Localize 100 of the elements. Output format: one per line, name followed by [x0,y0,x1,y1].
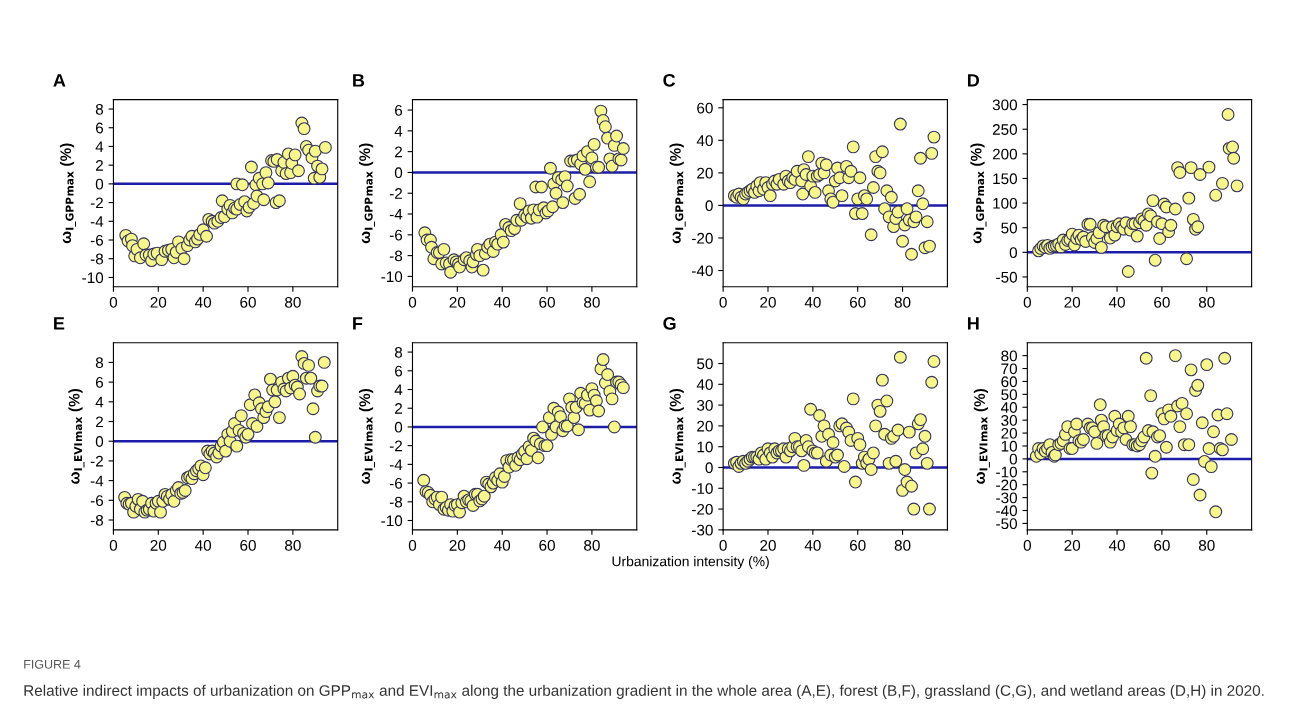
y-axis-title: ω$_{I_GPPmax}$ (%) [669,143,686,244]
y-tick-label: 250 [992,124,1018,135]
y-tick-label: 70 [1001,363,1018,375]
x-tick-label: 0 [408,296,417,308]
x-tick-label: 20 [1064,296,1081,308]
x-tick-label: 0 [719,539,727,551]
y-tick-label: -50 [996,518,1018,530]
y-tick-label: -10 [996,466,1018,478]
y-tick-label: 6 [395,365,403,377]
x-tick-label: 0 [109,539,118,551]
y-tick-label: -8 [90,253,104,265]
x-tick-label: 80 [285,539,301,551]
y-tick-label: 50 [1001,389,1018,401]
x-tick-label: 80 [894,539,911,551]
y-tick-label: -8 [90,514,104,526]
y-tick-label: -40 [692,265,713,277]
y-tick-label: 30 [1001,415,1018,426]
x-tick-label: 20 [760,539,776,551]
y-tick-label: -20 [996,479,1018,491]
y-tick-label: 20 [697,167,713,179]
y-tick-label: -20 [692,232,713,244]
x-tick-label: 60 [539,539,555,551]
y-tick-label: -20 [692,503,713,515]
x-tick-label: 40 [804,296,821,308]
y-tick-label: -6 [389,477,403,489]
x-tick-label: 40 [195,296,212,308]
x-tick-label: 20 [150,539,167,551]
chart-title: F [353,317,363,330]
y-axis-title: ω$_{I_GPPmax}$ (%) [59,143,76,244]
y-tick-label: 20 [1001,427,1018,439]
y-tick-label: 2 [95,416,103,428]
y-tick-label: 2 [95,160,103,171]
y-tick-label: 8 [95,357,104,369]
y-tick-label: 0 [705,200,713,212]
y-axis-title: ω$_{I_EVImax}$ (%) [973,389,990,484]
x-tick-label: 60 [240,296,256,308]
chart-title: G [663,317,676,330]
y-tick-label: 0 [95,178,104,190]
y-tick-label: 0 [394,421,403,433]
y-tick-label: 6 [95,122,104,134]
x-tick-label: 60 [849,539,866,551]
chart-title: D [967,74,980,87]
x-tick-label: 60 [849,296,866,308]
y-tick-label: -6 [90,234,104,246]
x-tick-label: 20 [760,296,776,308]
x-tick-label: 80 [584,539,600,551]
y-tick-label: 80 [1001,350,1018,362]
y-tick-label: 200 [992,148,1018,160]
x-tick-label: 80 [285,296,301,308]
y-tick-label: 150 [993,173,1018,185]
x-tick-label: 60 [539,296,555,308]
x-tick-label: 20 [449,296,466,308]
x-tick-label: 40 [1108,539,1125,551]
y-tick-label: 0 [95,436,104,447]
x-tick-label: 80 [1198,539,1215,551]
y-tick-label: -8 [389,250,403,262]
chart-title: B [353,74,365,87]
x-tick-label: 0 [719,296,727,308]
y-tick-label: 4 [95,396,104,408]
y-axis-title: ω$_{I_EVImax}$ (%) [68,389,85,484]
x-axis-title: Urbanization intensity (%) [612,556,769,570]
y-tick-label: 4 [394,384,403,396]
y-axis-title: ω$_{I_EVImax}$ (%) [358,389,376,484]
y-tick-label: 100 [993,197,1018,209]
chart-title: E [54,317,65,330]
y-tick-label: -4 [90,475,104,487]
caption: FIGURE 4 [24,659,81,669]
y-tick-label: -4 [389,459,403,470]
y-axis-title: ω$_{I_GPPmax}$ (%) [358,143,376,244]
x-tick-label: 40 [804,539,821,551]
y-tick-label: 10 [1001,440,1018,452]
y-axis-title: ω$_{I_GPPmax}$ (%) [970,143,987,244]
chart-title: H [967,317,979,330]
y-tick-label: 0 [1009,453,1018,465]
y-tick-label: -50 [996,271,1018,283]
y-tick-label: 8 [95,103,104,115]
x-tick-label: 0 [408,539,417,551]
x-tick-label: 20 [1064,539,1081,551]
y-tick-label: 300 [992,99,1018,111]
y-tick-label: -2 [389,188,402,199]
x-tick-label: 0 [1023,539,1031,551]
y-tick-label: 8 [394,346,403,358]
x-tick-label: 40 [1108,296,1125,308]
y-tick-label: 60 [697,102,713,114]
y-tick-label: 20 [697,420,713,432]
y-tick-label: 40 [696,135,713,147]
y-tick-label: 6 [395,104,403,116]
y-tick-label: 2 [395,146,402,158]
y-tick-label: -4 [389,209,403,220]
x-tick-label: 80 [1198,296,1215,308]
y-tick-label: 2 [395,403,402,414]
y-tick-label: -6 [90,495,104,506]
x-tick-label: 60 [1154,539,1170,551]
y-tick-label: -10 [381,515,403,527]
y-tick-label: 50 [697,358,713,370]
y-tick-label: -6 [389,229,403,241]
x-tick-label: 40 [494,296,511,308]
y-tick-label: -2 [90,455,103,467]
y-tick-label: 10 [697,441,713,453]
y-tick-label: -2 [90,197,103,209]
